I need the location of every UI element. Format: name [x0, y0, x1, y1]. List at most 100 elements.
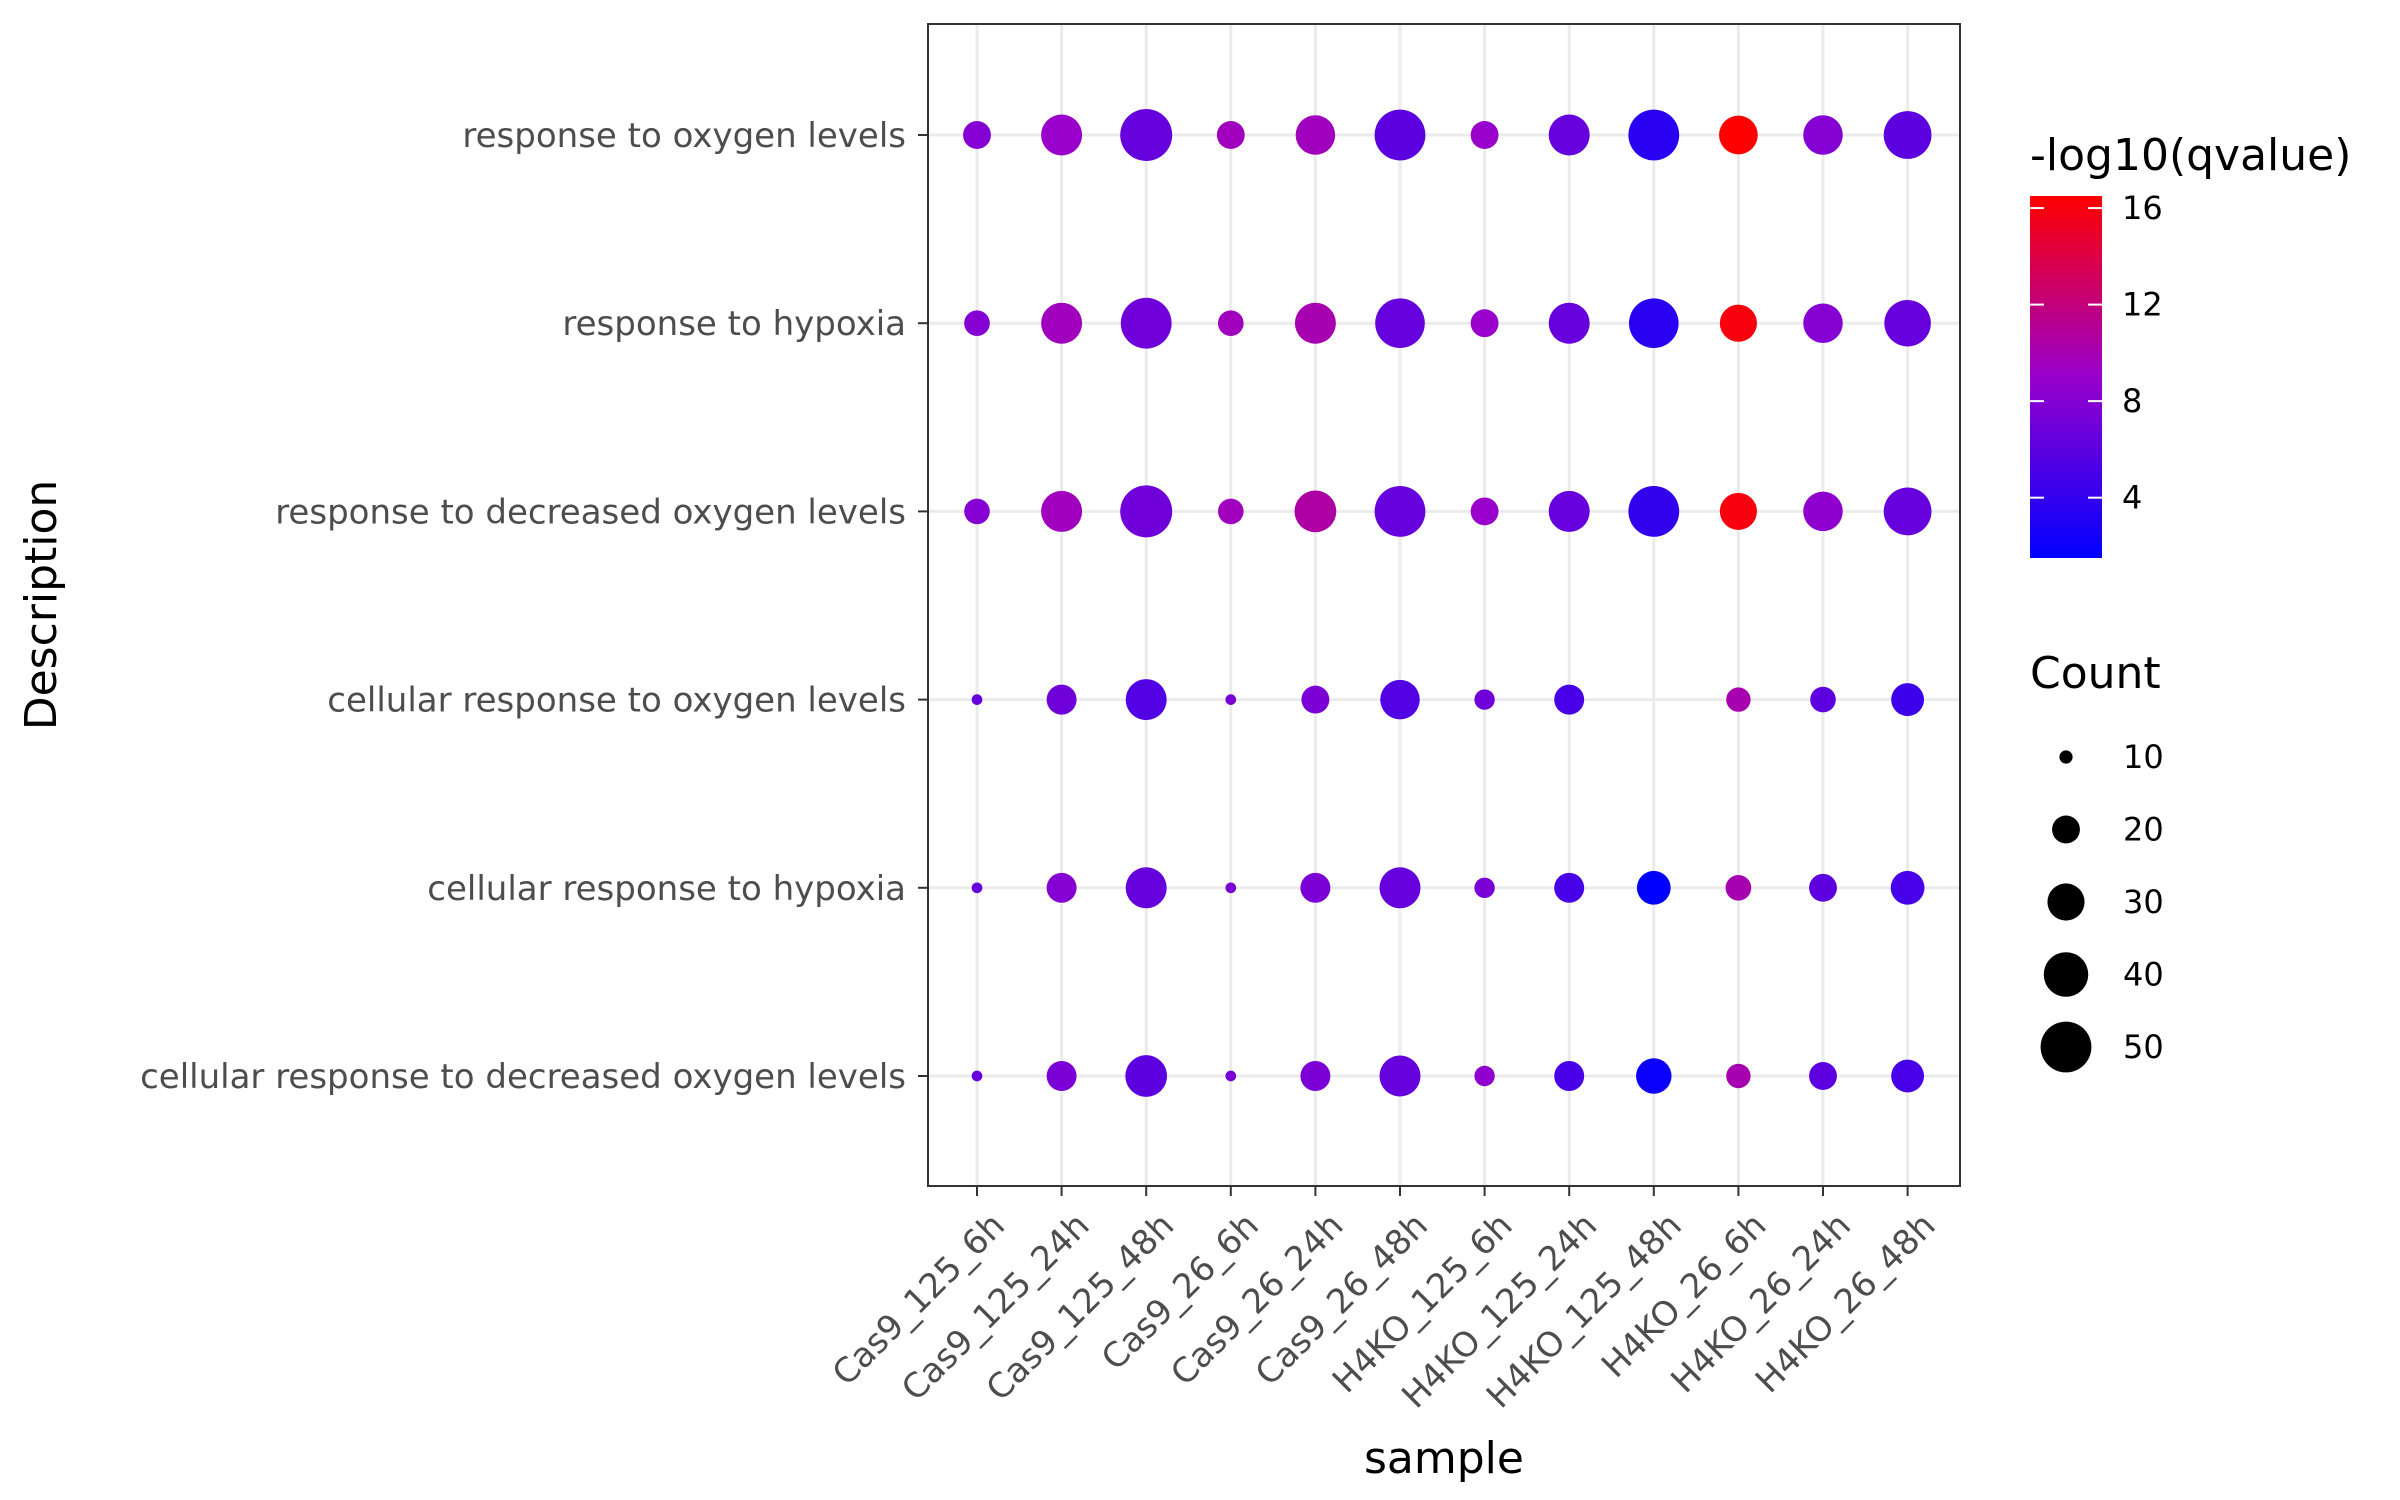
data-point [964, 310, 990, 337]
data-point [1719, 115, 1758, 155]
data-point [1628, 109, 1680, 161]
data-point [1726, 1063, 1751, 1089]
data-point [1636, 870, 1671, 905]
data-point [971, 1070, 983, 1082]
y-tick-label: response to hypoxia [562, 304, 906, 344]
data-point [1375, 298, 1425, 349]
data-point [1554, 872, 1585, 903]
data-point [1225, 882, 1237, 894]
data-point [1216, 121, 1245, 149]
size-legend-label: 30 [2123, 883, 2164, 921]
data-point [1374, 109, 1426, 161]
data-point [1883, 111, 1932, 159]
size-legend-dot [2040, 1021, 2092, 1073]
data-point [1374, 485, 1426, 537]
data-points [963, 109, 1932, 1097]
data-point [1120, 297, 1172, 349]
data-point [1225, 1070, 1237, 1082]
data-point [1470, 121, 1499, 149]
colorbar-tick-label: 16 [2122, 189, 2163, 227]
size-legend-dot [2059, 750, 2073, 764]
y-tick-label: response to decreased oxygen levels [275, 492, 906, 532]
size-legend-label: 10 [2123, 738, 2164, 776]
data-point [1046, 684, 1077, 715]
data-point [1379, 1055, 1421, 1097]
data-point [971, 882, 983, 894]
color-legend-bar [2030, 196, 2102, 558]
data-point [1474, 689, 1495, 710]
data-point [1719, 304, 1757, 342]
data-point [1294, 490, 1337, 533]
grid-lines [928, 24, 1960, 1186]
size-legend-label: 20 [2123, 811, 2164, 849]
data-point [1548, 302, 1590, 344]
data-point [1295, 115, 1336, 155]
color-legend: -log10(qvalue) 4 8 12 16 [2030, 130, 2351, 558]
x-axis-title: sample [1364, 1433, 1524, 1484]
data-point [1803, 491, 1843, 532]
data-point [1300, 872, 1331, 903]
data-point [1803, 303, 1843, 343]
data-point [1217, 498, 1244, 525]
size-legend-label: 50 [2123, 1028, 2164, 1066]
data-point [1554, 1061, 1585, 1091]
data-point [964, 498, 990, 525]
data-point [1379, 867, 1421, 909]
data-point [1474, 1065, 1495, 1087]
size-legend: Count 10 20 30 40 50 [2030, 648, 2164, 1073]
size-legend-title: Count [2030, 648, 2161, 699]
data-point [1891, 1059, 1925, 1093]
data-point [1041, 490, 1083, 532]
colorbar-tick-label: 8 [2122, 382, 2142, 420]
size-legend-dot [2047, 883, 2085, 921]
data-point [1803, 115, 1843, 155]
data-point [1554, 684, 1585, 715]
data-point [1046, 1061, 1077, 1091]
data-point [1041, 302, 1083, 344]
color-legend-title: -log10(qvalue) [2030, 130, 2351, 181]
data-point [1809, 1062, 1837, 1090]
colorbar-tick-label: 4 [2122, 479, 2142, 517]
data-point [1217, 310, 1244, 337]
y-tick-label: cellular response to decreased oxygen le… [140, 1057, 906, 1097]
data-point [1725, 874, 1752, 901]
size-legend-dot [2052, 815, 2080, 844]
data-point [1890, 870, 1925, 905]
data-point [1628, 298, 1679, 349]
data-point [1884, 299, 1931, 347]
data-point [1380, 679, 1420, 720]
data-point [1125, 1055, 1168, 1097]
data-point [1041, 114, 1083, 156]
data-point [1548, 114, 1590, 156]
data-point [1046, 872, 1077, 903]
colorbar-tick-label: 12 [2122, 286, 2163, 324]
size-legend-label: 40 [2123, 956, 2164, 994]
data-point [1300, 1061, 1331, 1091]
data-point [1301, 685, 1330, 714]
y-tick-label: cellular response to hypoxia [427, 869, 906, 909]
y-tick-label: response to oxygen levels [462, 116, 906, 156]
data-point [1719, 492, 1757, 530]
data-point [1125, 867, 1167, 909]
data-point [1891, 683, 1925, 717]
data-point [971, 694, 983, 705]
data-point [1474, 877, 1495, 898]
data-point [1120, 109, 1173, 161]
data-point [1120, 485, 1173, 538]
y-axis-title: Description [16, 480, 67, 731]
data-point [1470, 309, 1499, 338]
data-point [1883, 487, 1932, 536]
plot-panel [928, 24, 1960, 1186]
data-point [1548, 490, 1590, 532]
data-point [1810, 686, 1836, 713]
data-point [1726, 687, 1751, 712]
data-point [1809, 873, 1837, 902]
data-point [963, 121, 991, 149]
data-point [1225, 694, 1237, 705]
data-point [1470, 497, 1499, 526]
data-point [1294, 302, 1336, 344]
plot-border [927, 23, 1961, 1187]
size-legend-dot [2043, 952, 2089, 997]
data-point [1628, 485, 1680, 537]
